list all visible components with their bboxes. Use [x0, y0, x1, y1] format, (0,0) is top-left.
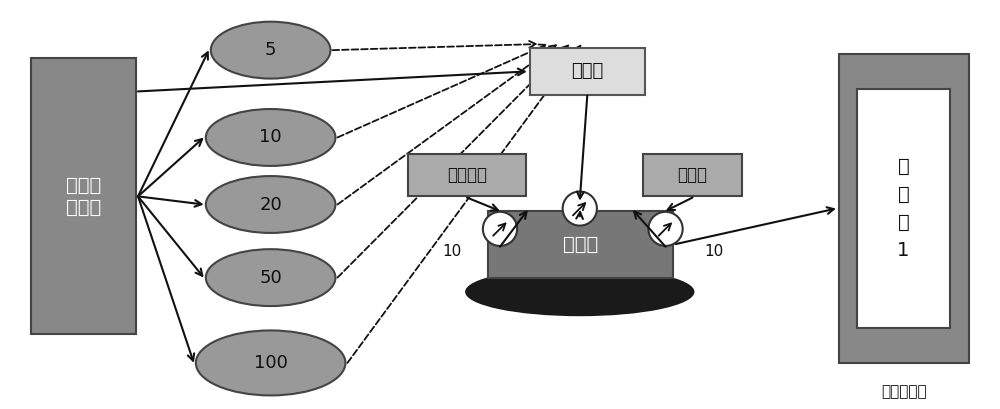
FancyBboxPatch shape — [530, 48, 645, 95]
FancyBboxPatch shape — [488, 211, 673, 278]
Ellipse shape — [206, 109, 335, 166]
Text: 5: 5 — [265, 41, 276, 59]
Text: 乙酰胺: 乙酰胺 — [677, 166, 707, 184]
Text: 10: 10 — [259, 128, 282, 146]
Ellipse shape — [563, 191, 597, 226]
Text: 容量瓶: 容量瓶 — [563, 235, 598, 254]
FancyBboxPatch shape — [839, 54, 969, 363]
Text: 10: 10 — [705, 244, 724, 259]
Text: 标定液: 标定液 — [571, 63, 603, 81]
Ellipse shape — [483, 212, 517, 246]
Ellipse shape — [211, 22, 330, 79]
Text: 分光光度计: 分光光度计 — [881, 384, 927, 399]
Text: 甲醒标
定溶液: 甲醒标 定溶液 — [66, 176, 101, 217]
Text: 50: 50 — [259, 269, 282, 287]
Text: 10: 10 — [443, 244, 462, 259]
Text: 乙酰丙酮: 乙酰丙酮 — [447, 166, 487, 184]
Ellipse shape — [196, 330, 345, 396]
Text: 20: 20 — [259, 196, 282, 213]
Text: 100: 100 — [254, 354, 288, 372]
FancyBboxPatch shape — [408, 154, 526, 196]
FancyBboxPatch shape — [857, 89, 950, 328]
Ellipse shape — [206, 249, 335, 306]
Text: 比
色
皿
1: 比 色 皿 1 — [897, 157, 910, 260]
Ellipse shape — [206, 176, 335, 233]
Ellipse shape — [648, 212, 683, 246]
FancyBboxPatch shape — [31, 58, 136, 335]
Ellipse shape — [465, 267, 694, 316]
FancyBboxPatch shape — [643, 154, 742, 196]
